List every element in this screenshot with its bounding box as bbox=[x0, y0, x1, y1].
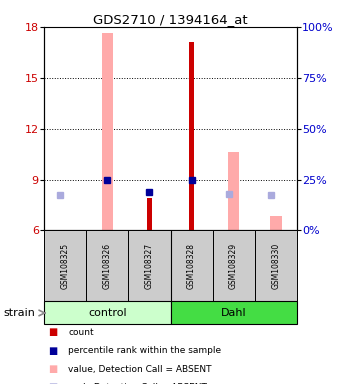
Text: ■: ■ bbox=[48, 382, 57, 384]
Bar bbox=[170, 301, 297, 324]
Text: GSM108326: GSM108326 bbox=[103, 243, 112, 289]
Bar bbox=[189, 42, 194, 230]
Text: GSM108330: GSM108330 bbox=[271, 243, 280, 289]
Bar bbox=[44, 301, 170, 324]
Text: Dahl: Dahl bbox=[221, 308, 247, 318]
Text: GSM108327: GSM108327 bbox=[145, 243, 154, 289]
Text: ■: ■ bbox=[48, 364, 57, 374]
Bar bbox=[170, 230, 212, 301]
Text: strain: strain bbox=[3, 308, 35, 318]
Bar bbox=[255, 230, 297, 301]
Text: count: count bbox=[68, 328, 94, 337]
Text: GSM108328: GSM108328 bbox=[187, 243, 196, 289]
Text: rank, Detection Call = ABSENT: rank, Detection Call = ABSENT bbox=[68, 383, 207, 384]
Text: control: control bbox=[88, 308, 127, 318]
Text: GSM108329: GSM108329 bbox=[229, 243, 238, 289]
Text: ■: ■ bbox=[48, 327, 57, 337]
Text: ■: ■ bbox=[48, 346, 57, 356]
Bar bbox=[44, 230, 86, 301]
Text: value, Detection Call = ABSENT: value, Detection Call = ABSENT bbox=[68, 364, 212, 374]
Bar bbox=[212, 230, 255, 301]
Bar bbox=[147, 198, 152, 230]
Bar bbox=[129, 230, 170, 301]
Bar bbox=[86, 230, 129, 301]
Bar bbox=[228, 152, 239, 230]
Bar bbox=[270, 216, 282, 230]
Text: GSM108325: GSM108325 bbox=[61, 243, 70, 289]
Bar bbox=[102, 33, 113, 230]
Text: percentile rank within the sample: percentile rank within the sample bbox=[68, 346, 221, 355]
Title: GDS2710 / 1394164_at: GDS2710 / 1394164_at bbox=[93, 13, 248, 26]
